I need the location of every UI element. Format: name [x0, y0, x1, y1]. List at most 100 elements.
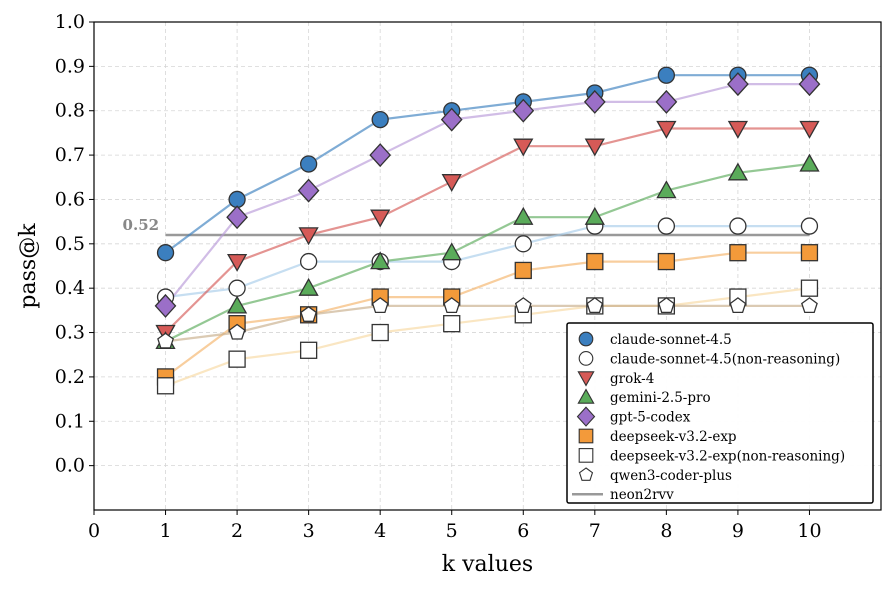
legend-swatch-deepseek-v3-2-exp-non-reasoning — [578, 448, 594, 463]
legend-label-claude-sonnet-4-5-non-reasoning: claude-sonnet-4.5(non-reasoning) — [610, 351, 840, 367]
data-point-qwen3-coder-plus — [729, 297, 747, 314]
legend: claude-sonnet-4.5 claude-sonnet-4.5(non-r… — [566, 322, 874, 504]
legend-swatch-gemini-2-5-pro — [577, 388, 595, 404]
data-point-grok-4 — [584, 138, 605, 157]
x-axis-label: k values — [442, 552, 533, 577]
data-point-grok-4 — [441, 174, 462, 193]
data-point-claude-sonnet-4-5-non-reasoning — [729, 217, 747, 235]
data-point-qwen3-coder-plus — [658, 297, 675, 314]
data-point-deepseek-v3-2-exp-non-reasoning — [800, 279, 819, 297]
data-point-claude-sonnet-4-5 — [371, 110, 389, 129]
data-point-gemini-2-5-pro — [656, 180, 677, 199]
legend-swatch-claude-sonnet-4-5-non-reasoning — [578, 351, 594, 366]
x-tick-label: 0 — [88, 520, 100, 542]
data-point-grok-4 — [226, 253, 248, 272]
data-point-claude-sonnet-4-5 — [657, 66, 676, 84]
data-point-qwen3-coder-plus — [157, 332, 174, 349]
x-tick-label: 5 — [446, 520, 458, 542]
data-point-claude-sonnet-4-5 — [299, 155, 318, 173]
legend-label-gemini-2-5-pro: gemini-2.5-pro — [610, 390, 711, 406]
data-point-gpt-5-codex — [297, 178, 320, 203]
x-tick-label: 2 — [231, 520, 243, 542]
data-point-claude-sonnet-4-5 — [228, 190, 246, 209]
series-line-deepseek-v3-2-exp — [164, 251, 810, 378]
data-point-gemini-2-5-pro — [584, 206, 605, 225]
data-point-gpt-5-codex — [369, 143, 392, 168]
series-lines-layer — [164, 74, 810, 387]
legend-swatch-qwen3-coder-plus — [578, 467, 594, 481]
legend-label-deepseek-v3-2-exp-non-reasoning: deepseek-v3.2-exp(non-reasoning) — [610, 448, 845, 464]
legend-label-deepseek-v3-2-exp: deepseek-v3.2-exp — [610, 429, 737, 445]
data-point-qwen3-coder-plus — [801, 297, 818, 314]
x-tick-label: 1 — [159, 520, 171, 542]
series-line-claude-sonnet-4-5-non-reasoning — [165, 225, 810, 299]
legend-label-grok-4: grok-4 — [610, 371, 654, 387]
series-markers-layer — [154, 66, 821, 395]
y-tick-label: 0.3 — [55, 322, 85, 344]
data-point-claude-sonnet-4-5-non-reasoning — [514, 235, 532, 253]
data-point-qwen3-coder-plus — [300, 305, 317, 322]
data-point-deepseek-v3-2-exp-non-reasoning — [156, 377, 175, 395]
x-tick-label: 6 — [517, 520, 529, 542]
reference-line-label: 0.52 — [123, 216, 160, 234]
series-line-grok-4 — [164, 127, 810, 334]
legend-box — [566, 322, 874, 504]
x-tick-label: 4 — [374, 520, 386, 542]
x-tick-label: 8 — [660, 520, 672, 542]
series-line-qwen3-coder-plus — [165, 304, 810, 343]
series-line-gemini-2-5-pro — [165, 162, 810, 343]
data-point-deepseek-v3-2-exp — [800, 244, 819, 262]
data-point-grok-4 — [799, 120, 820, 139]
data-point-grok-4 — [727, 120, 749, 139]
legend-swatch-deepseek-v3-2-exp — [578, 428, 594, 444]
data-point-deepseek-v3-2-exp-non-reasoning — [443, 315, 461, 333]
x-tick-label: 9 — [732, 520, 744, 542]
y-tick-label: 0.4 — [55, 277, 85, 299]
data-point-grok-4 — [298, 227, 319, 246]
data-point-qwen3-coder-plus — [443, 297, 461, 314]
data-point-gemini-2-5-pro — [799, 153, 820, 172]
data-point-qwen3-coder-plus — [228, 323, 246, 340]
data-point-gemini-2-5-pro — [226, 295, 248, 314]
data-point-qwen3-coder-plus — [586, 297, 604, 314]
data-point-grok-4 — [656, 120, 677, 139]
y-axis-label: pass@k — [16, 223, 41, 309]
data-point-deepseek-v3-2-exp — [514, 261, 532, 280]
data-point-gemini-2-5-pro — [370, 251, 391, 270]
legend-label-qwen3-coder-plus: qwen3-coder-plus — [610, 468, 732, 484]
y-tick-label: 0.8 — [55, 100, 85, 122]
data-point-deepseek-v3-2-exp-non-reasoning — [299, 341, 318, 359]
data-point-gemini-2-5-pro — [727, 162, 749, 181]
data-point-deepseek-v3-2-exp-non-reasoning — [228, 350, 246, 368]
data-point-claude-sonnet-4-5-non-reasoning — [657, 217, 676, 235]
data-point-deepseek-v3-2-exp — [586, 252, 604, 271]
legend-label-gpt-5-codex: gpt-5-codex — [610, 410, 691, 426]
legend-label-claude-sonnet-4-5: claude-sonnet-4.5 — [610, 332, 732, 348]
data-point-gpt-5-codex — [583, 89, 606, 114]
series-line-deepseek-v3-2-exp-non-reasoning — [165, 287, 810, 387]
y-tick-label: 1.0 — [55, 11, 85, 33]
data-point-qwen3-coder-plus — [371, 297, 389, 314]
data-point-gpt-5-codex — [440, 107, 463, 132]
data-point-grok-4 — [370, 209, 391, 228]
x-tick-label: 10 — [797, 520, 821, 542]
data-point-gemini-2-5-pro — [298, 277, 319, 296]
series-line-gpt-5-codex — [164, 83, 810, 307]
legend-swatch-claude-sonnet-4-5 — [578, 331, 594, 347]
data-point-claude-sonnet-4-5 — [156, 244, 175, 262]
data-point-grok-4 — [513, 138, 534, 157]
data-point-deepseek-v3-2-exp-non-reasoning — [371, 323, 389, 342]
series-line-claude-sonnet-4-5 — [164, 74, 810, 254]
x-tick-label: 7 — [589, 520, 601, 542]
data-point-claude-sonnet-4-5-non-reasoning — [800, 217, 819, 235]
y-tick-label: 0.0 — [55, 455, 85, 477]
data-point-gpt-5-codex — [512, 98, 535, 123]
data-point-deepseek-v3-2-exp — [729, 244, 747, 262]
data-point-gpt-5-codex — [154, 293, 177, 318]
data-point-gemini-2-5-pro — [513, 206, 534, 225]
y-tick-label: 0.2 — [55, 366, 85, 388]
ticks-layer: 0 1 2 3 4 5 6 7 8 9 10 0.0 0.1 0.2 0.3 0.4 0.5 0.6 0.7 0.8 0… — [55, 11, 822, 542]
data-point-qwen3-coder-plus — [514, 297, 532, 314]
data-point-claude-sonnet-4-5-non-reasoning — [299, 252, 318, 271]
